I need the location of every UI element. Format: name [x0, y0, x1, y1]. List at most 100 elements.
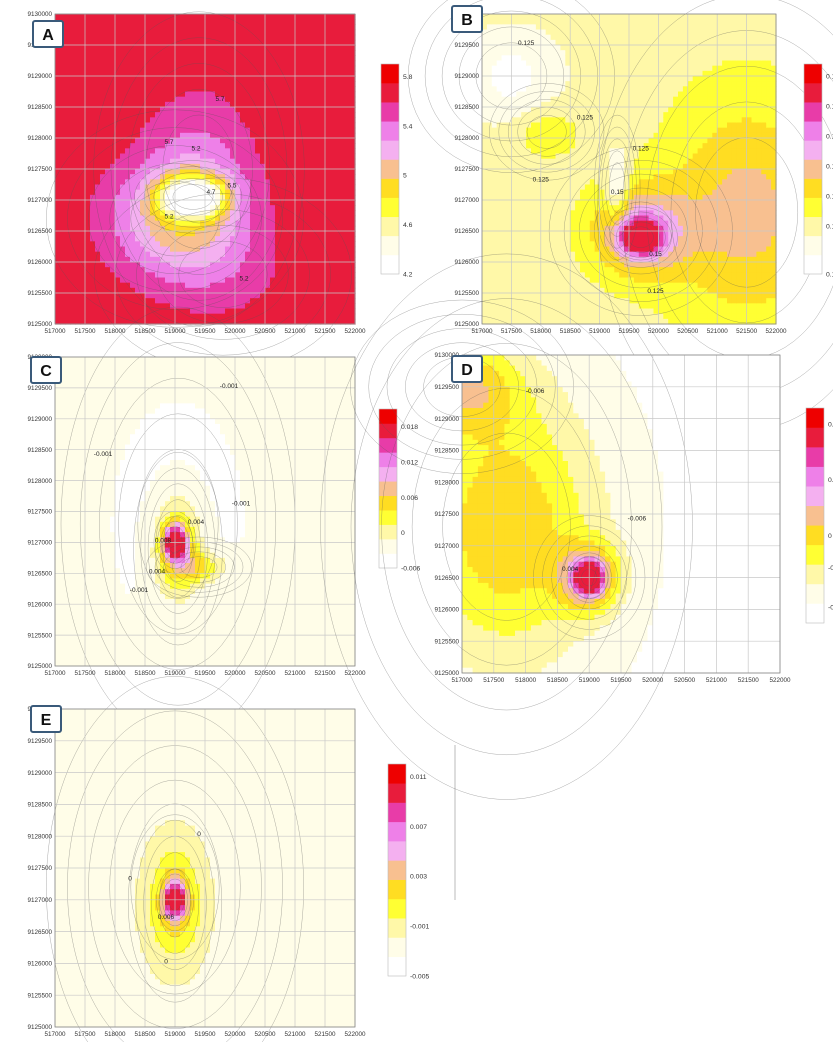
field-cell [195, 221, 201, 227]
field-cell [120, 216, 126, 222]
field-cell [240, 30, 246, 36]
field-cell [95, 272, 101, 278]
field-cell [585, 81, 591, 87]
field-cell [511, 283, 517, 289]
field-cell [325, 303, 331, 309]
field-cell [487, 283, 493, 289]
field-cell [275, 97, 281, 103]
field-cell [215, 283, 221, 289]
field-cell [95, 19, 101, 25]
field-cell [560, 252, 566, 258]
field-cell [531, 298, 537, 304]
field-cell [345, 309, 351, 315]
field-cell [235, 154, 241, 160]
field-cell [205, 236, 211, 242]
field-cell [285, 298, 291, 304]
field-cell [220, 283, 226, 289]
field-cell [150, 35, 156, 41]
field-cell [556, 303, 562, 309]
field-cell [100, 267, 106, 273]
field-cell [55, 293, 61, 299]
field-cell [185, 97, 191, 103]
field-cell [275, 81, 281, 87]
field-cell [105, 174, 111, 180]
field-cell [305, 179, 311, 185]
field-cell [195, 76, 201, 82]
field-cell [580, 86, 586, 92]
field-cell [265, 76, 271, 82]
field-cell [225, 267, 231, 273]
field-cell [345, 35, 351, 41]
field-cell [215, 107, 221, 113]
field-cell [497, 92, 503, 98]
colorbar-band [381, 64, 399, 83]
field-cell [521, 267, 527, 273]
field-cell [250, 66, 256, 72]
field-cell [560, 50, 566, 56]
field-cell [160, 92, 166, 98]
field-cell [295, 231, 301, 237]
field-cell [125, 35, 131, 41]
field-cell [125, 97, 131, 103]
field-cell [265, 81, 271, 87]
field-cell [570, 19, 576, 25]
field-cell [185, 138, 191, 144]
field-cell [105, 128, 111, 134]
field-cell [310, 241, 316, 247]
field-cell [497, 293, 503, 299]
field-cell [280, 210, 286, 216]
field-cell [75, 86, 81, 92]
field-cell [270, 107, 276, 113]
field-cell [575, 179, 581, 185]
field-cell [516, 231, 522, 237]
field-cell [556, 128, 562, 134]
field-cell [330, 309, 336, 315]
field-cell [300, 252, 306, 258]
field-cell [135, 309, 141, 315]
field-cell [130, 123, 136, 129]
field-cell [541, 210, 547, 216]
field-cell [240, 107, 246, 113]
field-cell [75, 81, 81, 87]
field-cell [541, 252, 547, 258]
colorbar-band [381, 121, 399, 140]
field-cell [340, 293, 346, 299]
field-cell [275, 45, 281, 51]
field-cell [497, 148, 503, 154]
field-cell [250, 216, 256, 222]
field-cell [145, 262, 151, 268]
field-cell [55, 123, 61, 129]
field-cell [185, 81, 191, 87]
field-cell [487, 247, 493, 253]
field-cell [300, 267, 306, 273]
field-cell [255, 30, 261, 36]
field-cell [65, 97, 71, 103]
field-cell [585, 19, 591, 25]
field-cell [502, 298, 508, 304]
field-cell [195, 92, 201, 98]
field-cell [280, 61, 286, 67]
field-cell [195, 123, 201, 129]
field-cell [280, 86, 286, 92]
field-cell [255, 24, 261, 30]
field-cell [190, 293, 196, 299]
field-cell [115, 81, 121, 87]
field-cell [560, 45, 566, 51]
field-cell [245, 117, 251, 123]
field-cell [105, 205, 111, 211]
field-cell [145, 278, 151, 284]
field-cell [195, 50, 201, 56]
field-cell [155, 185, 161, 191]
field-cell [487, 216, 493, 222]
field-cell [65, 314, 71, 320]
field-cell [265, 61, 271, 67]
field-cell [185, 19, 191, 25]
field-cell [492, 19, 498, 25]
field-cell [240, 128, 246, 134]
field-cell [70, 252, 76, 258]
field-cell [305, 14, 311, 20]
field-cell [215, 143, 221, 149]
field-cell [70, 216, 76, 222]
field-cell [300, 50, 306, 56]
